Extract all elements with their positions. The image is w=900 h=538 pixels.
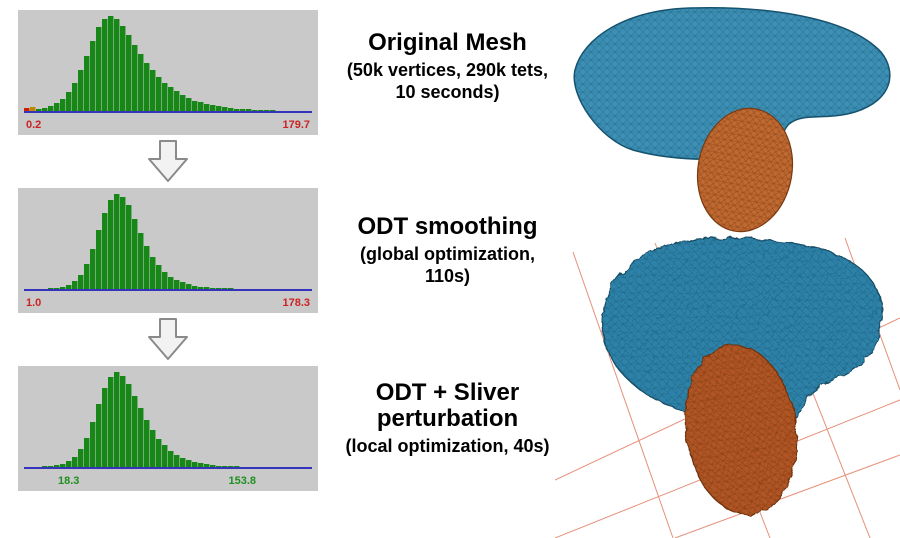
histogram-min-label: 0.2 <box>26 119 42 131</box>
quality-histogram-odt: 1.0 178.3 <box>18 188 318 313</box>
stage-label-odt-smoothing: ODT smoothing (global optimization, 110s… <box>330 214 565 288</box>
brain-surface-mesh <box>573 6 891 160</box>
histogram-axis <box>24 467 312 469</box>
stage-subtitle: (50k vertices, 290k tets, 10 seconds) <box>346 59 549 103</box>
quality-histogram-original: 0.2 179.7 <box>18 10 318 135</box>
original-mesh-render <box>573 6 891 233</box>
stage-subtitle: (global optimization, 110s) <box>360 243 535 287</box>
stage-title: ODT + Sliver perturbation <box>375 379 520 432</box>
histogram-min-label: 1.0 <box>26 297 42 309</box>
brain-volume-mesh <box>602 237 883 425</box>
down-arrow-icon <box>148 140 188 182</box>
stage-title: Original Mesh <box>368 29 527 56</box>
stage-title: ODT smoothing <box>357 213 538 240</box>
histogram-bars <box>24 194 312 289</box>
histogram-bars <box>24 16 312 111</box>
optimized-mesh-render <box>555 235 900 538</box>
cerebellum-volume-mesh <box>684 344 798 516</box>
histogram-bars <box>24 372 312 467</box>
histogram-axis <box>24 111 312 113</box>
quality-histogram-sliver-perturbation: 18.3 153.8 <box>18 366 318 491</box>
mesh-renders <box>555 6 900 538</box>
cerebellum-surface-mesh <box>696 107 794 233</box>
histogram-axis <box>24 289 312 291</box>
histogram-min-label: 18.3 <box>58 475 80 487</box>
histogram-max-label: 178.3 <box>282 297 310 309</box>
histogram-max-label: 153.8 <box>228 475 256 487</box>
stage-subtitle: (local optimization, 40s) <box>345 435 550 456</box>
stage-label-original-mesh: Original Mesh (50k vertices, 290k tets, … <box>330 30 565 104</box>
stage-label-sliver-perturbation: ODT + Sliver perturbation (local optimiz… <box>330 380 565 457</box>
histogram-max-label: 179.7 <box>282 119 310 131</box>
down-arrow-icon <box>148 318 188 360</box>
